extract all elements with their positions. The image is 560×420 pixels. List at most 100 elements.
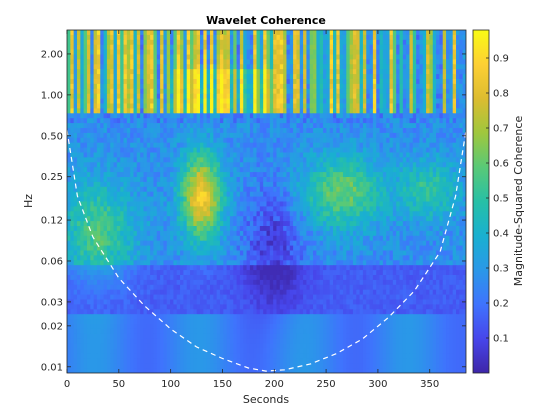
heatmap-cell (96, 93, 101, 100)
heatmap-cell (319, 34, 324, 41)
heatmap-cell (372, 88, 377, 95)
heatmap-cell (186, 64, 191, 70)
heatmap-cell (96, 74, 101, 80)
heatmap-cell (402, 39, 407, 46)
heatmap-cell (216, 79, 221, 85)
heatmap-cell (442, 79, 447, 85)
heatmap-cell (406, 39, 411, 46)
heatmap-cell (253, 44, 258, 51)
heatmap-cell (249, 69, 254, 75)
heatmap-cell (296, 49, 301, 56)
heatmap-cell (409, 54, 414, 60)
heatmap-cell (170, 98, 174, 105)
heatmap-cell (226, 93, 231, 100)
heatmap-cell (163, 98, 168, 105)
heatmap-cell (366, 108, 371, 114)
heatmap-cell (200, 39, 204, 46)
heatmap-cell (416, 108, 421, 114)
heatmap-cell (436, 74, 441, 80)
heatmap-cell (309, 64, 314, 70)
heatmap-cell (186, 98, 191, 105)
heatmap-cell (93, 98, 98, 105)
heatmap-cell (156, 108, 161, 114)
heatmap-cell (239, 83, 244, 90)
heatmap-cell (339, 88, 344, 95)
heatmap-cell (326, 44, 331, 51)
heatmap-cell (323, 79, 327, 85)
heatmap-cell (432, 93, 437, 100)
heatmap-cell (429, 34, 434, 41)
heatmap-cell (223, 103, 228, 109)
heatmap-cell (173, 98, 178, 105)
heatmap-cell (160, 44, 165, 51)
heatmap-cell (239, 69, 244, 75)
heatmap-cell (333, 64, 337, 70)
heatmap-cell (399, 83, 404, 90)
heatmap-cell (426, 74, 431, 80)
heatmap-cell (70, 64, 75, 70)
heatmap-cell (313, 69, 317, 75)
heatmap-cell (113, 79, 118, 85)
heatmap-cell (126, 49, 131, 56)
heatmap-cell (156, 59, 161, 65)
heatmap-cell (256, 44, 261, 51)
heatmap-cell (206, 103, 211, 109)
heatmap-cell (163, 108, 168, 114)
heatmap-cell (130, 93, 135, 100)
heatmap-cell (459, 98, 464, 105)
heatmap-cell (442, 74, 447, 80)
heatmap-cell (269, 108, 274, 114)
heatmap-cell (86, 54, 91, 60)
heatmap-cell (253, 30, 258, 36)
heatmap-cell (183, 93, 188, 100)
heatmap-cell (233, 34, 238, 41)
heatmap-cell (259, 44, 264, 51)
heatmap-cell (389, 108, 394, 114)
heatmap-cell (80, 49, 85, 56)
heatmap-cell (223, 98, 228, 105)
heatmap-cell (73, 44, 78, 51)
heatmap-cell (140, 30, 145, 36)
heatmap-cell (176, 69, 181, 75)
heatmap-cell (392, 39, 397, 46)
heatmap-cell (273, 108, 278, 114)
heatmap-cell (303, 59, 308, 65)
heatmap-cell (90, 103, 95, 109)
heatmap-cell (339, 59, 344, 65)
heatmap-cell (426, 88, 431, 95)
heatmap-cell (163, 54, 168, 60)
heatmap-cell (140, 83, 145, 90)
heatmap-cell (166, 103, 171, 109)
heatmap-cell (106, 79, 111, 85)
heatmap-cell (103, 54, 108, 60)
heatmap-cell (436, 44, 441, 51)
heatmap-cell (296, 83, 301, 90)
heatmap-cell (396, 103, 401, 109)
heatmap-cell (180, 83, 184, 90)
heatmap-cell (362, 79, 367, 85)
heatmap-cell (219, 69, 224, 75)
heatmap-cell (213, 39, 218, 46)
heatmap-cell (100, 108, 105, 114)
heatmap-cell (333, 59, 337, 65)
heatmap-cell (213, 79, 218, 85)
heatmap-cell (346, 93, 351, 100)
heatmap-cell (376, 54, 381, 60)
heatmap-cell (306, 54, 311, 60)
heatmap-cell (246, 30, 251, 36)
heatmap-cell (113, 44, 118, 51)
heatmap-cell (246, 69, 251, 75)
heatmap-cell (306, 49, 311, 56)
heatmap-cell (133, 108, 138, 114)
heatmap-cell (389, 88, 394, 95)
heatmap-cell (70, 88, 75, 95)
heatmap-cell (442, 44, 447, 51)
heatmap-cell (140, 64, 145, 70)
heatmap-cell (130, 83, 135, 90)
heatmap-cell (422, 88, 427, 95)
heatmap-cell (419, 103, 424, 109)
heatmap-cell (416, 49, 421, 56)
heatmap-cell (229, 69, 234, 75)
heatmap-cell (136, 69, 141, 75)
heatmap-cell (193, 88, 198, 95)
